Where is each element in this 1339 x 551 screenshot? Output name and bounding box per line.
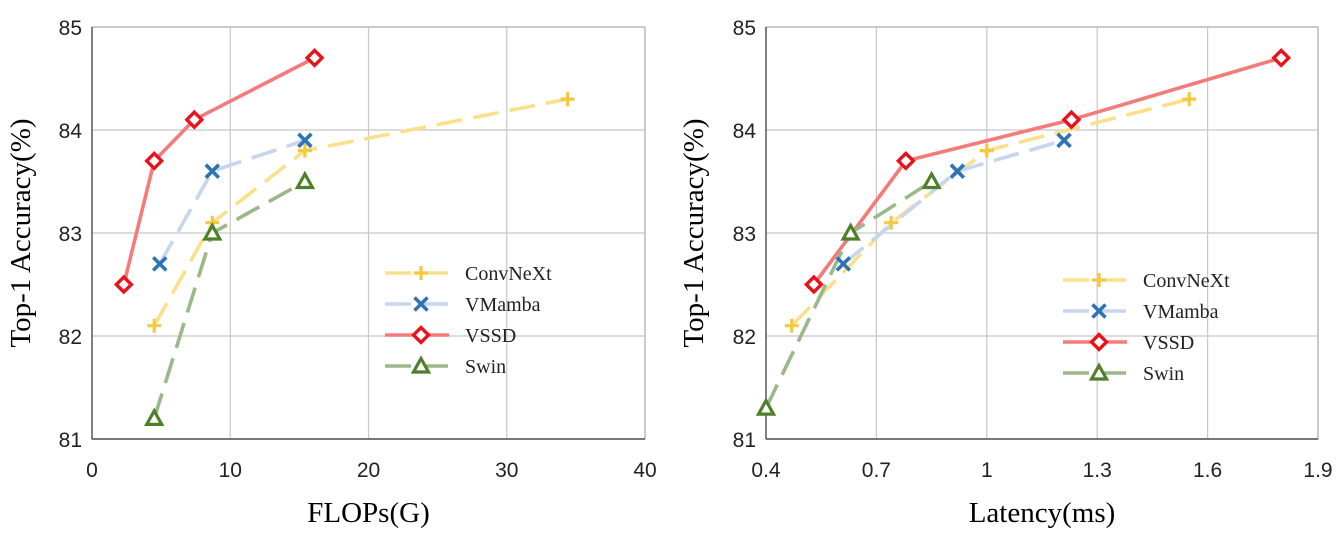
data-point-swin — [202, 222, 223, 241]
legend-label-vmamba: VMamba — [465, 294, 541, 316]
y-tick-label: 82 — [59, 326, 82, 349]
data-point-vssd — [184, 109, 205, 130]
data-point-vssd — [144, 150, 165, 171]
legend-marker-vssd — [411, 325, 431, 345]
legend-label-convnext: ConvNeXt — [465, 263, 552, 285]
legend-marker-convnext — [1092, 273, 1106, 287]
series-line-vmamba — [842, 138, 1065, 266]
data-point-swin — [143, 407, 165, 426]
x-axis-label: FLOPs(G) — [307, 497, 429, 529]
data-point-convnext — [560, 92, 575, 107]
y-tick-label: 85 — [733, 17, 756, 40]
y-tick-label: 82 — [733, 326, 756, 349]
data-point-convnext — [297, 143, 312, 158]
x-axis-label: Latency(ms) — [969, 497, 1116, 529]
x-tick-label: 30 — [495, 459, 518, 482]
x-tick-label: 1.3 — [1083, 459, 1112, 482]
x-tick-label: 10 — [219, 459, 242, 482]
data-point-convnext — [884, 215, 899, 230]
legend-marker-vmamba — [413, 296, 429, 312]
series-line-vssd — [812, 56, 1282, 286]
legend-label-convnext: ConvNeXt — [1143, 270, 1230, 292]
x-tick-label: 20 — [357, 459, 380, 482]
legend-label-vssd: VSSD — [1143, 332, 1194, 354]
legend-marker-swin — [410, 355, 432, 374]
data-point-vmamba — [835, 256, 852, 272]
series-line-vssd — [122, 56, 316, 285]
data-point-swin — [921, 170, 942, 190]
legend-label-vmamba: VMamba — [1143, 301, 1219, 323]
data-point-vmamba — [204, 163, 221, 179]
data-point-swin — [840, 222, 861, 241]
data-point-vssd — [304, 47, 325, 68]
x-tick-label: 40 — [633, 459, 656, 482]
data-point-vmamba — [949, 163, 966, 179]
data-point-vssd — [803, 274, 824, 295]
series-line-vmamba — [158, 138, 306, 265]
legend-label-swin: Swin — [1143, 363, 1184, 385]
legend-marker-swin — [1088, 362, 1110, 381]
y-tick-label: 85 — [59, 17, 82, 40]
x-tick-label: 1 — [981, 459, 993, 482]
y-tick-label: 81 — [733, 429, 756, 452]
series-line-convnext — [790, 97, 1190, 327]
data-point-convnext — [1182, 92, 1197, 107]
legend: ConvNeXt VMamba VSSD Swin — [1063, 270, 1230, 385]
y-axis-label: Top-1 Accuracy(%) — [678, 118, 710, 347]
y-tick-label: 84 — [59, 120, 83, 143]
data-point-vmamba — [1056, 132, 1072, 149]
data-point-swin — [294, 170, 316, 190]
legend-label-swin: Swin — [465, 356, 506, 378]
legend-marker-convnext — [414, 266, 428, 280]
series-line-swin — [764, 179, 933, 409]
y-tick-label: 81 — [59, 429, 82, 452]
data-point-vssd — [1271, 47, 1292, 68]
data-point-swin — [755, 397, 777, 416]
data-point-vssd — [895, 150, 916, 171]
data-point-vmamba — [297, 132, 313, 149]
legend-label-vssd: VSSD — [465, 325, 516, 347]
data-point-vssd — [1061, 109, 1082, 130]
chart-flops: 0 10 20 30 40 81 82 83 84 85 FLOPs(G) Top-1 Accurac… — [5, 17, 657, 529]
legend-marker-vmamba — [1091, 303, 1107, 319]
data-point-vmamba — [151, 256, 168, 272]
chart-latency: 0.4 0.7 1 1.3 1.6 1.9 81 82 83 84 85 Latency(ms) Top… — [678, 17, 1333, 529]
x-tick-label: 0 — [86, 459, 98, 482]
y-tick-label: 84 — [733, 120, 757, 143]
data-point-convnext — [979, 143, 994, 158]
y-axis-label: Top-1 Accuracy(%) — [5, 118, 37, 347]
legend: ConvNeXt VMamba VSSD Swin — [385, 263, 552, 378]
x-tick-label: 1.9 — [1303, 459, 1332, 482]
data-point-convnext — [784, 318, 799, 333]
data-point-convnext — [147, 318, 162, 333]
x-tick-label: 0.4 — [751, 459, 781, 482]
y-tick-label: 83 — [59, 223, 82, 246]
series-line-swin — [152, 179, 306, 419]
series-line-convnext — [152, 97, 568, 327]
y-tick-label: 83 — [733, 223, 756, 246]
x-tick-label: 0.7 — [862, 459, 891, 482]
legend-marker-vssd — [1089, 332, 1109, 352]
x-tick-label: 1.6 — [1193, 459, 1222, 482]
data-point-vssd — [113, 274, 134, 295]
